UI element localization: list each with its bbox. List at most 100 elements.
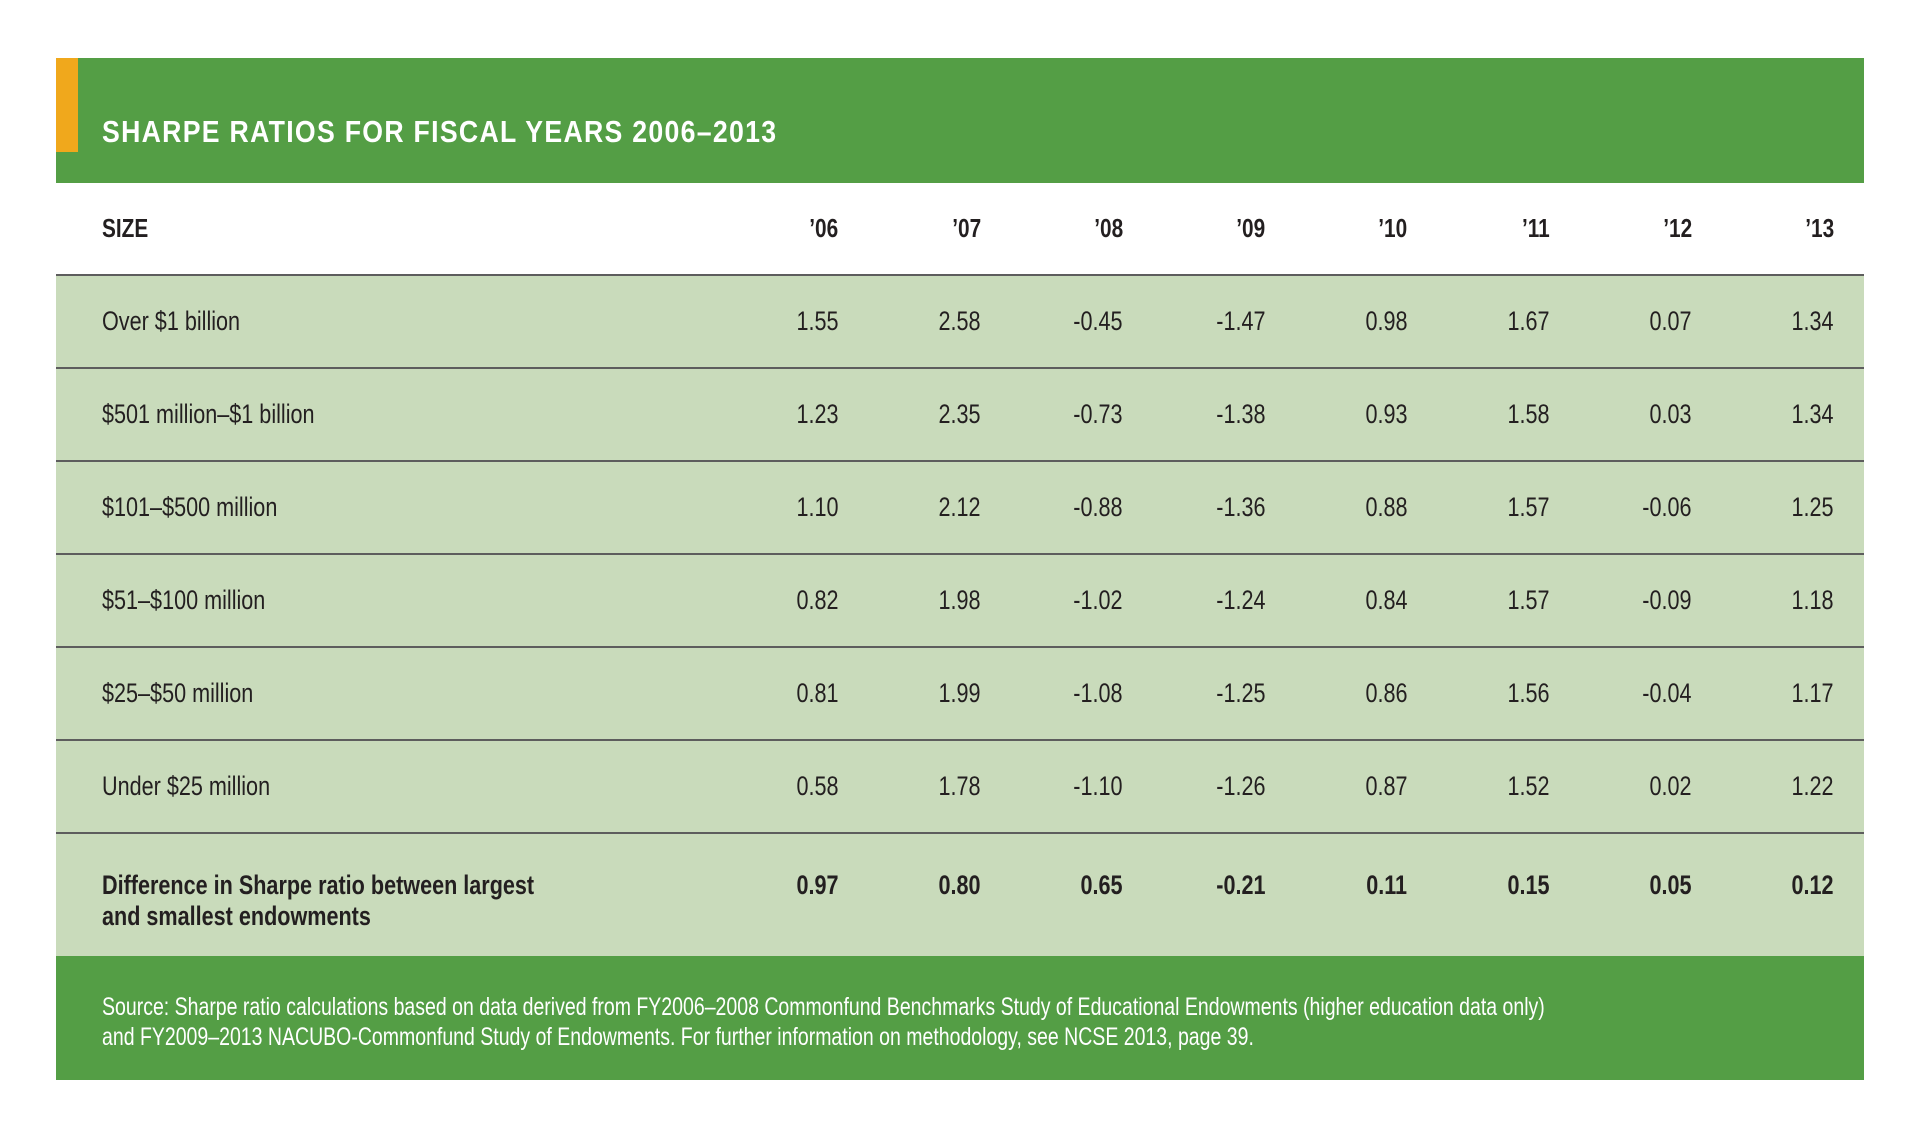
column-header-label: ’11 [1521,213,1550,243]
value-cell: 0.93 [1295,368,1437,461]
value-cell: -1.10 [1011,740,1153,833]
value-label: 1.17 [1791,678,1834,708]
table-row: Over $1 billion 1.55 2.58 -0.45 -1.47 0.… [56,275,1864,368]
value-cell: -0.88 [1011,461,1153,554]
row-label: $25–$50 million [102,678,254,708]
value-label: 0.82 [796,585,839,615]
value-cell: 0.58 [726,740,868,833]
value-label: -0.09 [1642,585,1692,615]
value-label: 2.35 [938,399,981,429]
value-cell: -1.36 [1153,461,1295,554]
value-cell: -0.09 [1580,554,1722,647]
difference-value: 0.15 [1507,870,1550,900]
row-label: $501 million–$1 billion [102,399,315,429]
value-label: 1.34 [1791,306,1834,336]
row-label: $101–$500 million [102,492,278,522]
value-label: 2.12 [938,492,981,522]
value-cell: 1.18 [1722,554,1864,647]
value-label: 1.58 [1507,399,1550,429]
row-label-cell: Under $25 million [56,740,726,833]
value-label: 1.57 [1507,585,1550,615]
value-cell: 1.98 [869,554,1011,647]
value-label: 1.34 [1791,399,1834,429]
value-cell: 0.05 [1580,833,1722,956]
value-cell: 1.17 [1722,647,1864,740]
row-label-cell: $25–$50 million [56,647,726,740]
value-label: -0.88 [1073,492,1123,522]
column-header-2012: ’12 [1579,183,1722,276]
column-header-2006: ’06 [726,183,869,276]
sharpe-ratio-table: SIZE ’06 ’07 ’08 ’09 ’10 ’11 ’12 ’13 Ove… [56,183,1864,956]
column-header-2011: ’11 [1437,183,1580,276]
value-cell: -0.73 [1011,368,1153,461]
column-header-label: SIZE [102,213,149,243]
value-cell: -1.08 [1011,647,1153,740]
value-cell: 0.97 [726,833,868,956]
table-row: $101–$500 million 1.10 2.12 -0.88 -1.36 … [56,461,1864,554]
value-cell: 0.12 [1722,833,1864,956]
value-label: 1.52 [1507,771,1550,801]
row-label-cell: Over $1 billion [56,275,726,368]
value-label: 2.58 [938,306,981,336]
value-label: 0.98 [1365,306,1408,336]
column-header-size: SIZE [56,183,727,276]
column-header-label: ’06 [809,213,839,243]
value-cell: -1.38 [1153,368,1295,461]
value-label: -0.73 [1073,399,1123,429]
value-label: 0.81 [796,678,839,708]
column-header-label: ’07 [951,213,981,243]
value-cell: 2.58 [869,275,1011,368]
value-label: 0.84 [1365,585,1408,615]
value-cell: 1.10 [726,461,868,554]
column-header-label: ’10 [1378,213,1408,243]
row-label: $51–$100 million [102,585,266,615]
value-label: -0.45 [1073,306,1123,336]
row-label: Over $1 billion [102,306,241,336]
value-label: 1.10 [796,492,839,522]
column-header-2007: ’07 [868,183,1011,276]
value-label: 1.25 [1791,492,1834,522]
value-cell: 2.12 [869,461,1011,554]
value-label: -1.38 [1215,399,1266,429]
value-cell: 1.58 [1437,368,1579,461]
value-cell: 1.67 [1437,275,1579,368]
value-cell: 0.88 [1295,461,1437,554]
value-cell: 0.15 [1437,833,1579,956]
value-label: 1.99 [938,678,981,708]
value-label: -1.36 [1215,492,1266,522]
value-cell: 1.57 [1437,554,1579,647]
sharpe-ratio-table-panel: SHARPE RATIOS FOR FISCAL YEARS 2006–2013… [56,58,1864,1080]
value-label: -1.24 [1215,585,1266,615]
value-label: 1.55 [796,306,839,336]
column-header-label: ’09 [1236,213,1266,243]
value-label: 1.56 [1507,678,1550,708]
column-header-label: ’12 [1662,213,1692,243]
value-label: 1.18 [1791,585,1834,615]
column-header-2013: ’13 [1721,183,1864,276]
column-header-label: ’08 [1094,213,1123,243]
row-label-cell: $51–$100 million [56,554,726,647]
column-header-label: ’13 [1805,213,1834,243]
value-cell: 0.86 [1295,647,1437,740]
table-title: SHARPE RATIOS FOR FISCAL YEARS 2006–2013 [102,114,778,149]
difference-value: 0.80 [938,870,981,900]
value-label: -0.06 [1642,492,1692,522]
value-cell: -0.06 [1580,461,1722,554]
value-cell: -0.21 [1153,833,1295,956]
value-cell: 0.82 [726,554,868,647]
value-label: 1.22 [1791,771,1834,801]
value-cell: -1.24 [1153,554,1295,647]
difference-label-line-2: and smallest endowments [102,901,371,931]
difference-label-line-1: Difference in Sharpe ratio between large… [102,870,535,900]
row-label: Difference in Sharpe ratio between large… [102,870,534,932]
value-cell: 0.02 [1580,740,1722,833]
value-cell: 1.25 [1722,461,1864,554]
value-label: 0.02 [1649,771,1692,801]
difference-value: 0.65 [1080,870,1123,900]
value-label: -0.04 [1642,678,1692,708]
source-line-1: Source: Sharpe ratio calculations based … [102,993,1545,1021]
row-label-cell: Difference in Sharpe ratio between large… [56,833,726,956]
column-header-2010: ’10 [1295,183,1438,276]
value-label: 0.93 [1365,399,1408,429]
accent-bar [56,58,78,152]
